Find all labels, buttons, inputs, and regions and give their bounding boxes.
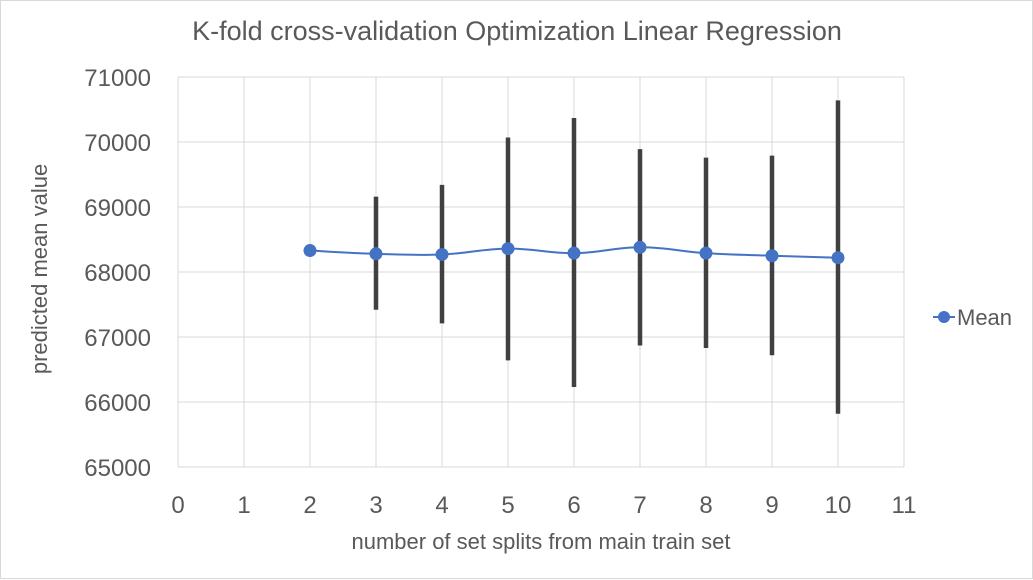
x-tick-label: 11 xyxy=(892,492,917,519)
data-point xyxy=(303,244,317,258)
data-point xyxy=(567,246,581,260)
y-tick-label: 66000 xyxy=(84,390,151,417)
y-tick-label: 71000 xyxy=(84,65,151,92)
chart-title: K-fold cross-validation Optimization Lin… xyxy=(192,16,842,46)
legend-label: Mean xyxy=(957,305,1012,330)
x-tick-label: 0 xyxy=(171,492,184,519)
legend: Mean xyxy=(933,305,1012,330)
data-point xyxy=(765,249,779,263)
data-point xyxy=(699,246,713,260)
series xyxy=(303,240,845,265)
x-tick-label: 10 xyxy=(825,492,852,519)
y-tick-label: 70000 xyxy=(84,130,151,157)
y-tick-label: 67000 xyxy=(84,325,151,352)
data-point xyxy=(435,247,449,261)
data-point xyxy=(369,247,383,261)
y-axis-label: predicted mean value xyxy=(27,164,52,374)
x-tick-label: 2 xyxy=(303,492,316,519)
y-tick-label: 68000 xyxy=(84,260,151,287)
tick-labels: 65000 66000 67000 68000 69000 70000 71000 0 1 2 3 4… xyxy=(84,65,916,519)
legend-marker xyxy=(938,311,950,323)
x-tick-label: 7 xyxy=(633,492,646,519)
x-tick-label: 6 xyxy=(567,492,580,519)
x-tick-label: 9 xyxy=(765,492,778,519)
y-tick-label: 65000 xyxy=(84,455,151,482)
x-tick-label: 8 xyxy=(699,492,712,519)
x-axis-label: number of set splits from main train set xyxy=(351,529,730,554)
x-tick-label: 5 xyxy=(501,492,514,519)
grid xyxy=(177,76,905,468)
x-tick-label: 4 xyxy=(435,492,448,519)
x-tick-label: 1 xyxy=(237,492,250,519)
data-point xyxy=(831,251,845,265)
y-tick-label: 69000 xyxy=(84,195,151,222)
x-tick-label: 3 xyxy=(369,492,382,519)
data-point xyxy=(501,242,515,256)
data-point xyxy=(633,240,647,254)
